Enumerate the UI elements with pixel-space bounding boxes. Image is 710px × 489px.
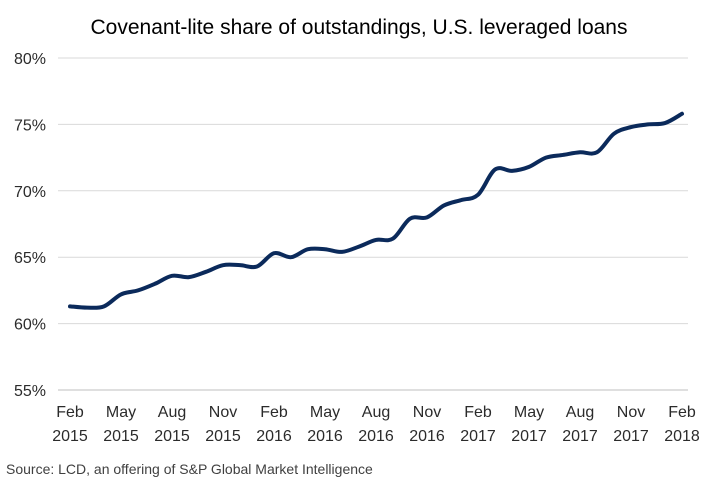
y-axis-ticks: 55% 60% 65% 70% 75% 80% bbox=[14, 51, 46, 400]
x-tick-label-month: Nov bbox=[617, 404, 645, 421]
x-tick-label-month: May bbox=[310, 404, 340, 421]
y-tick-label: 65% bbox=[14, 250, 46, 267]
y-tick-label: 55% bbox=[14, 383, 46, 400]
chart-title: Covenant-lite share of outstandings, U.S… bbox=[91, 16, 628, 39]
source-note: Source: LCD, an offering of S&P Global M… bbox=[6, 461, 373, 477]
x-tick-label-year: 2017 bbox=[511, 428, 547, 445]
x-tick-label-month: Aug bbox=[566, 404, 594, 421]
x-tick-label-month: Nov bbox=[209, 404, 237, 421]
y-tick-label: 60% bbox=[14, 317, 46, 334]
x-tick-label-month: May bbox=[106, 404, 136, 421]
x-tick-label-month: Feb bbox=[260, 404, 288, 421]
x-tick-label-month: Feb bbox=[56, 404, 84, 421]
series-layer bbox=[68, 111, 684, 310]
x-tick-label-month: Aug bbox=[362, 404, 390, 421]
x-tick-label-year: 2016 bbox=[256, 428, 292, 445]
x-tick-label-year: 2015 bbox=[205, 428, 241, 445]
x-tick-label-year: 2017 bbox=[613, 428, 649, 445]
x-tick-label-month: Nov bbox=[413, 404, 441, 421]
x-tick-label-month: Feb bbox=[464, 404, 492, 421]
x-axis-ticks: Feb 2015 May 2015 Aug 2015 Nov 2015 Feb 2016 May 20… bbox=[52, 404, 700, 445]
y-tick-label: 80% bbox=[14, 51, 46, 68]
x-tick-label-month: Feb bbox=[668, 404, 696, 421]
x-tick-label-year: 2015 bbox=[154, 428, 190, 445]
series-line bbox=[68, 111, 684, 310]
y-tick-label: 70% bbox=[14, 184, 46, 201]
x-tick-label-year: 2016 bbox=[307, 428, 343, 445]
x-tick-label-year: 2015 bbox=[103, 428, 139, 445]
y-tick-label: 75% bbox=[14, 117, 46, 134]
gridlines bbox=[58, 57, 688, 325]
x-tick-label-year: 2017 bbox=[562, 428, 598, 445]
x-tick-label-year: 2018 bbox=[664, 428, 700, 445]
x-tick-label-month: Aug bbox=[158, 404, 186, 421]
x-tick-label-year: 2017 bbox=[460, 428, 496, 445]
x-tick-label-year: 2016 bbox=[358, 428, 394, 445]
x-tick-label-year: 2015 bbox=[52, 428, 88, 445]
x-tick-label-year: 2016 bbox=[409, 428, 445, 445]
x-tick-label-month: May bbox=[514, 404, 544, 421]
